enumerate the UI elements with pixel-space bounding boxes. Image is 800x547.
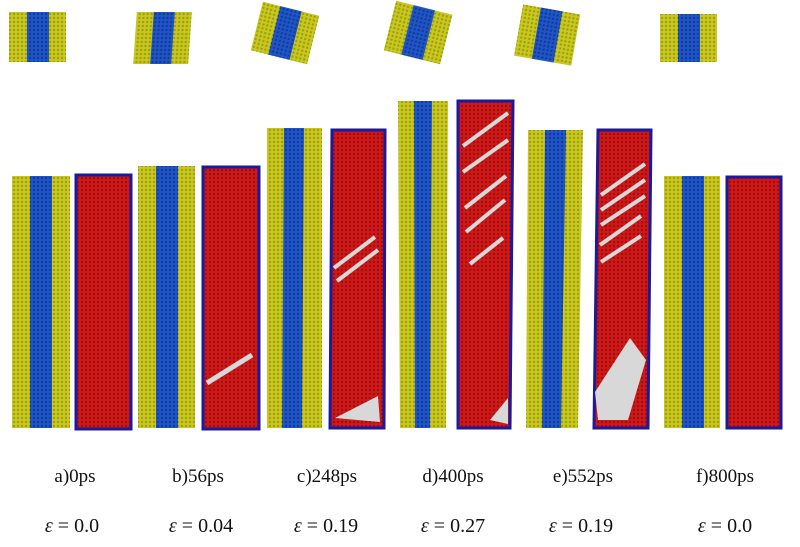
inset-e <box>514 4 581 66</box>
caption-e: e)552ps <box>552 466 614 487</box>
inset-a <box>9 12 66 62</box>
inset-f <box>660 14 717 62</box>
strain-value: = 0.0 <box>710 515 753 537</box>
frame-e-cna <box>592 128 653 430</box>
frame-e-layered <box>526 130 583 428</box>
caption-d: d)400ps <box>422 466 484 487</box>
frame-f-layered <box>664 176 720 428</box>
strain-a: ε = 0.0 <box>7 515 137 538</box>
frame-a-layered <box>12 176 70 428</box>
strain-value: = 0.19 <box>306 515 359 537</box>
caption-a: a)0ps <box>54 466 96 487</box>
frame-a-cna <box>74 173 133 431</box>
strain-d: ε = 0.27 <box>388 515 518 538</box>
strain-e: ε = 0.19 <box>516 515 646 538</box>
caption-c: c)248ps <box>296 466 358 487</box>
strain-value: = 0.0 <box>57 515 100 537</box>
caption-f: f)800ps <box>695 466 755 487</box>
strain-f: ε = 0.0 <box>660 515 790 538</box>
frame-b-cna <box>201 165 261 431</box>
strain-value: = 0.04 <box>181 515 234 537</box>
caption-b: b)56ps <box>172 466 224 487</box>
strain-symbol: ε <box>697 515 706 537</box>
frame-d-layered <box>398 101 448 428</box>
strain-symbol: ε <box>548 515 557 537</box>
inset-c <box>250 1 320 65</box>
strain-c: ε = 0.19 <box>261 515 391 538</box>
strain-b: ε = 0.04 <box>136 515 266 538</box>
strain-symbol: ε <box>420 515 429 537</box>
strain-symbol: ε <box>44 515 53 537</box>
frame-d-cna <box>456 99 515 430</box>
frame-f-cna <box>725 175 783 430</box>
inset-b <box>133 12 192 64</box>
frame-c-layered <box>267 128 322 428</box>
strain-value: = 0.27 <box>433 515 486 537</box>
frame-b-layered <box>138 166 195 428</box>
strain-symbol: ε <box>293 515 302 537</box>
inset-d <box>383 0 453 65</box>
frame-c-cna <box>328 128 387 430</box>
strain-symbol: ε <box>168 515 177 537</box>
strain-value: = 0.19 <box>561 515 614 537</box>
